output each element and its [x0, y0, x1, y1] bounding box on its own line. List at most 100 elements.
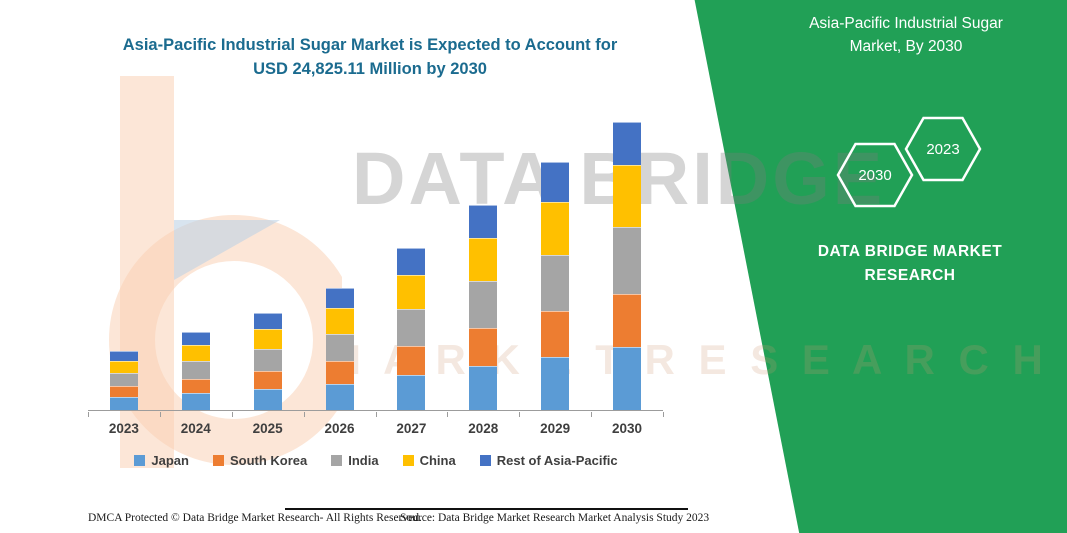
axis-tick	[591, 412, 593, 417]
x-axis-label-2025: 2025	[252, 421, 283, 436]
bar-segment-2024-india	[181, 360, 210, 379]
bar-segment-2026-japan	[325, 383, 354, 410]
bar-segment-2030-india	[613, 226, 642, 295]
axis-tick	[663, 412, 664, 417]
bar-segment-2026-china	[325, 308, 354, 334]
bar-segment-2024-japan	[181, 393, 210, 410]
axis-tick	[88, 412, 89, 417]
bar-segment-2023-japan	[109, 397, 138, 410]
legend-label-rest-of-asia-pacific: Rest of Asia-Pacific	[496, 453, 618, 468]
legend-swatch-japan	[134, 455, 146, 466]
axis-tick	[159, 412, 161, 417]
axis-ticks	[88, 412, 664, 417]
legend-swatch-south-korea	[212, 455, 224, 466]
bar-segment-2027-japan	[397, 375, 426, 410]
bar-segment-2025-south-korea	[253, 371, 282, 390]
bar-segment-2028-rest-of-asia-pacific	[469, 204, 498, 239]
bar-segment-2028-china	[469, 238, 498, 282]
bar-segment-2027-china	[397, 274, 426, 309]
bar-segment-2028-south-korea	[469, 328, 498, 366]
x-axis-label-2030: 2030	[612, 421, 643, 436]
bar-segment-2027-rest-of-asia-pacific	[397, 248, 426, 275]
side-panel-title-line1: Asia-Pacific Industrial Sugar	[809, 15, 1003, 32]
bar-segment-2023-china	[109, 360, 138, 373]
side-panel-title: Asia-Pacific Industrial Sugar Market, By…	[756, 12, 1056, 59]
bar-2029	[541, 161, 570, 410]
side-panel-title-line2: Market, By 2030	[849, 38, 963, 56]
footer-source-text: Source: Data Bridge Market Research Mark…	[400, 512, 710, 524]
hexagon-2023-outline	[904, 116, 982, 182]
bar-segment-2023-south-korea	[109, 386, 138, 398]
x-axis-label-2028: 2028	[468, 421, 499, 436]
bar-segment-2028-india	[469, 281, 498, 329]
legend: Japan South Korea India China Rest of Asia-P…	[70, 453, 682, 468]
bar-segment-2026-south-korea	[325, 361, 354, 384]
hexagon-2030: 2030	[836, 142, 914, 208]
bar-segment-2024-south-korea	[181, 378, 210, 394]
bar-segment-2026-india	[325, 333, 354, 362]
legend-swatch-china	[402, 455, 414, 466]
brand-name-line2: RESEARCH	[864, 267, 956, 285]
bar-segment-2029-china	[541, 202, 570, 255]
bar-segment-2029-india	[541, 254, 570, 312]
bar-segment-2029-south-korea	[541, 311, 570, 357]
x-axis-label-2024: 2024	[180, 421, 211, 436]
legend-label-japan: Japan	[151, 453, 189, 468]
legend-item-japan: Japan	[134, 453, 189, 468]
legend-item-south-korea: South Korea	[212, 453, 308, 468]
bar-segment-2026-rest-of-asia-pacific	[325, 288, 354, 309]
bar-segment-2025-china	[253, 328, 282, 350]
bar-segment-2029-japan	[541, 356, 570, 410]
bar-2026	[325, 288, 354, 410]
legend-label-india: India	[348, 453, 379, 468]
axis-tick	[231, 412, 233, 417]
bar-2024	[181, 332, 210, 410]
hexagon-2023-label: 2023	[926, 141, 959, 158]
chart-title-line1: Asia-Pacific Industrial Sugar Market is …	[122, 36, 618, 54]
bar-segment-2024-rest-of-asia-pacific	[181, 332, 210, 345]
legend-item-india: India	[331, 453, 379, 468]
footer-divider	[285, 508, 688, 510]
bar-2023	[109, 351, 138, 410]
x-axis-label-2027: 2027	[396, 421, 427, 436]
hexagon-2030-label: 2030	[858, 167, 891, 184]
bar-2027	[397, 248, 426, 410]
axis-tick	[447, 412, 449, 417]
brand-name: DATA BRIDGE MARKET RESEARCH	[788, 240, 1032, 288]
bar-segment-2023-rest-of-asia-pacific	[109, 351, 138, 361]
legend-label-south-korea: South Korea	[229, 453, 308, 468]
x-axis-label-2023: 2023	[108, 421, 139, 436]
axis-tick	[519, 412, 521, 417]
legend-label-china: China	[419, 453, 456, 468]
bar-segment-2029-rest-of-asia-pacific	[541, 161, 570, 203]
hexagon-2023: 2023	[904, 116, 982, 182]
plot-area	[88, 120, 663, 411]
footer-dmca-text: DMCA Protected © Data Bridge Market Rese…	[88, 512, 422, 524]
bar-segment-2024-china	[181, 344, 210, 361]
x-axis-label-2026: 2026	[324, 421, 355, 436]
chart-title: Asia-Pacific Industrial Sugar Market is …	[40, 34, 700, 82]
bar-segment-2027-south-korea	[397, 345, 426, 376]
watermark-market-research: M A R K E T R E S E A R C H	[326, 336, 1049, 383]
chart-title-line2: USD 24,825.11 Million by 2030	[253, 59, 487, 78]
bar-segment-2030-south-korea	[613, 294, 642, 348]
bar-segment-2025-japan	[253, 389, 282, 410]
x-axis-labels: 2023 2024 2025 2026 2027 2028 2029 2030	[88, 421, 663, 436]
axis-tick	[375, 412, 377, 417]
bar-2030	[613, 122, 642, 410]
bar-segment-2025-rest-of-asia-pacific	[253, 313, 282, 329]
bar-segment-2030-china	[613, 165, 642, 227]
legend-swatch-rest-of-asia-pacific	[479, 455, 491, 466]
bar-segment-2030-rest-of-asia-pacific	[613, 122, 642, 166]
hexagon-2030-outline	[836, 142, 914, 208]
logo-blue-accent	[174, 220, 280, 280]
bar-segment-2023-india	[109, 372, 138, 387]
bar-segment-2030-japan	[613, 347, 642, 410]
legend-item-china: China	[402, 453, 456, 468]
bar-2025	[253, 313, 282, 410]
legend-swatch-india	[331, 455, 343, 466]
brand-name-line1: DATA BRIDGE MARKET	[817, 243, 1003, 260]
axis-tick	[303, 412, 305, 417]
x-axis-label-2029: 2029	[540, 421, 571, 436]
